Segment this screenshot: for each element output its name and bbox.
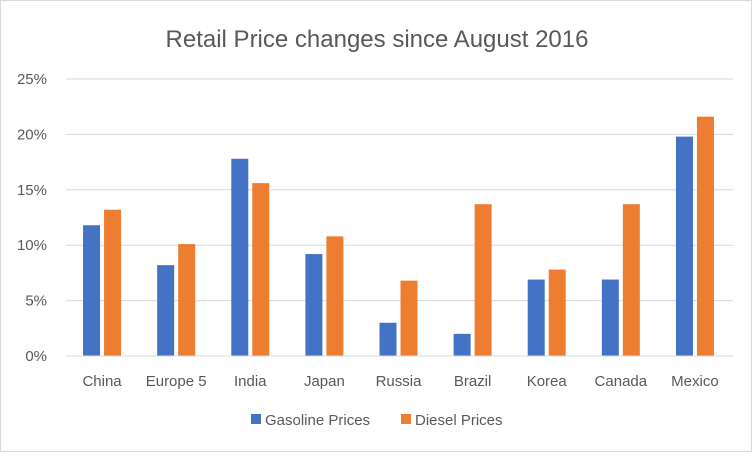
gasoline-bar-mexico: [675, 136, 693, 356]
x-tick-label: Brazil: [454, 373, 492, 390]
chart-title: Retail Price changes since August 2016: [166, 26, 589, 53]
y-tick-label: 5%: [25, 293, 47, 310]
diesel-bar-japan: [326, 236, 344, 356]
gasoline-bar-china: [83, 225, 101, 356]
gasoline-legend-swatch: [251, 414, 261, 424]
y-tick-label: 25%: [17, 71, 47, 88]
x-tick-label: India: [234, 373, 267, 390]
diesel-bar-china: [104, 209, 122, 356]
y-tick-label: 0%: [25, 348, 47, 365]
y-axis-tick-labels: 0% 5% 10% 15% 20% 25%: [17, 71, 47, 365]
y-tick-label: 20%: [17, 126, 47, 143]
x-axis-tick-labels: China Europe 5 India Japan Russia Brazil Korea…: [82, 373, 718, 390]
gasoline-bar-korea: [527, 279, 545, 356]
diesel-bar-india: [252, 183, 270, 356]
gasoline-bar-india: [231, 158, 249, 356]
diesel-bar-mexico: [696, 116, 714, 356]
gasoline-bar-canada: [601, 279, 619, 356]
y-tick-label: 15%: [17, 182, 47, 199]
diesel-bar-europe-5: [178, 244, 196, 356]
y-tick-label: 10%: [17, 237, 47, 254]
diesel-legend-label: Diesel Prices: [415, 412, 503, 429]
x-tick-label: Europe 5: [146, 373, 207, 390]
x-tick-label: Canada: [595, 373, 648, 390]
bars: [83, 116, 714, 356]
gasoline-bar-russia: [379, 322, 397, 356]
diesel-bar-brazil: [474, 204, 492, 356]
diesel-bar-korea: [548, 269, 566, 356]
gasoline-bar-europe-5: [157, 265, 175, 356]
gasoline-legend-label: Gasoline Prices: [265, 412, 370, 429]
x-tick-label: Russia: [376, 373, 423, 390]
gasoline-bar-japan: [305, 254, 323, 356]
x-tick-label: Korea: [527, 373, 568, 390]
gridlines: [66, 78, 733, 302]
legend: Gasoline Prices Diesel Prices: [251, 412, 503, 429]
diesel-bar-russia: [400, 280, 418, 356]
diesel-bar-canada: [622, 204, 640, 356]
x-tick-label: Mexico: [671, 373, 719, 390]
diesel-legend-swatch: [401, 414, 411, 424]
gasoline-bar-brazil: [453, 333, 471, 356]
x-tick-label: China: [82, 373, 122, 390]
x-tick-label: Japan: [304, 373, 345, 390]
